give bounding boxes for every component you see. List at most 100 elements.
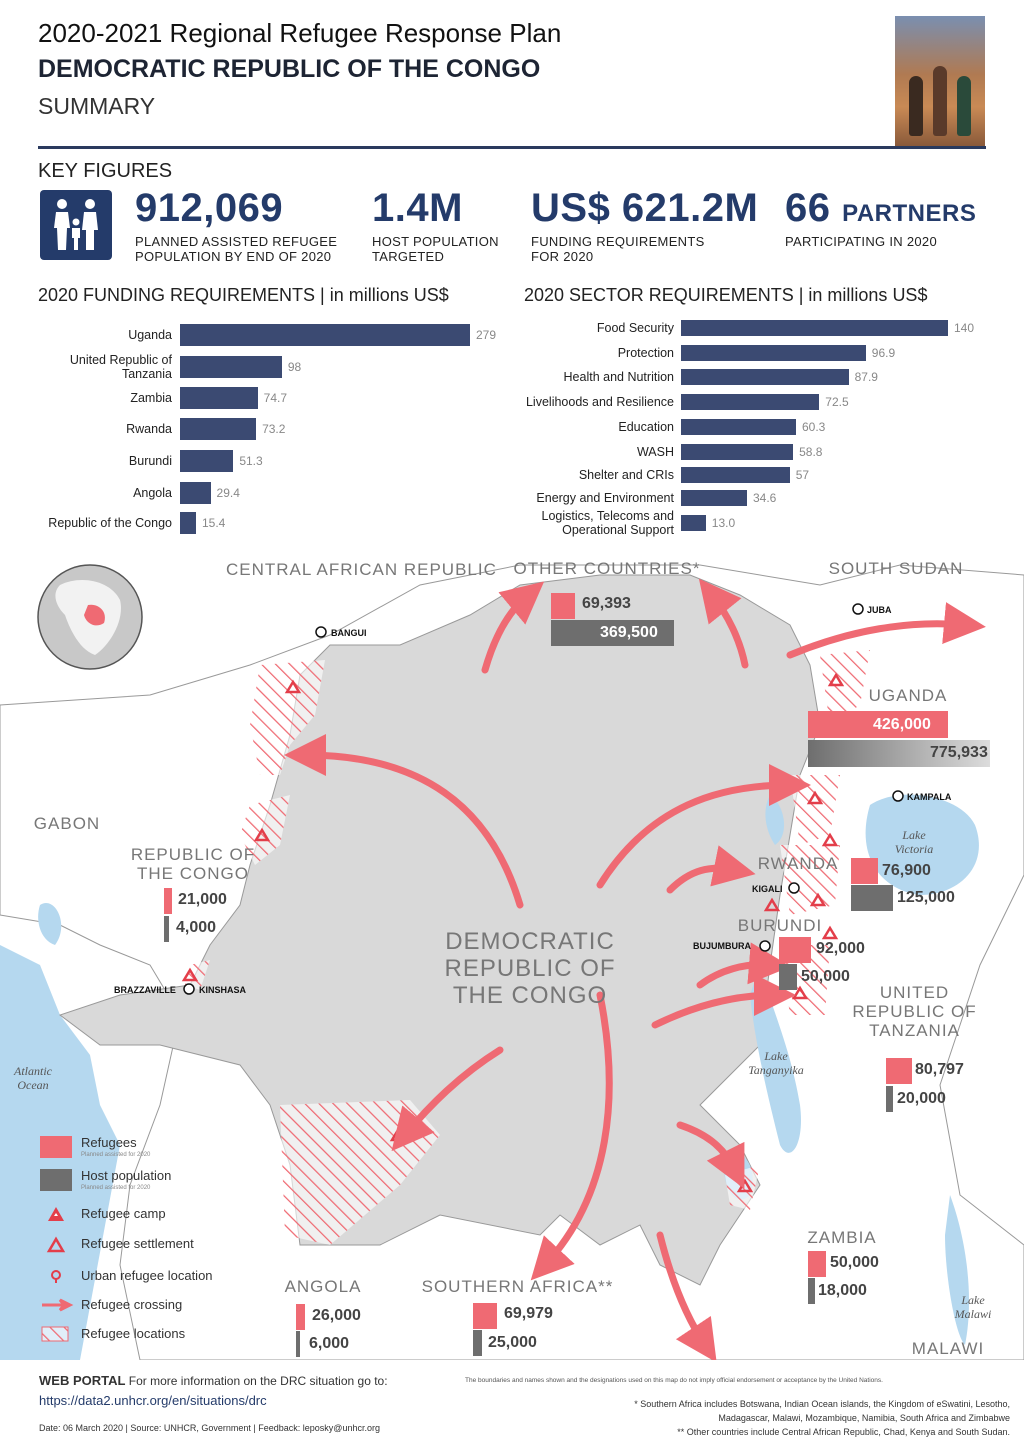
label-republic-of-the-congo: REPUBLIC OF THE CONGO	[130, 845, 256, 883]
southern-africa-host-bar	[473, 1330, 482, 1356]
funding-value-label: 98	[287, 360, 302, 374]
report-cover-thumbnail[interactable]	[895, 16, 985, 146]
rwanda-host-value: 125,000	[897, 889, 955, 906]
rwanda-host-bar	[851, 885, 893, 911]
label-central-african-republic: CENTRAL AFRICAN REPUBLIC	[226, 560, 497, 579]
label-burundi: BURUNDI	[737, 916, 823, 935]
web-portal-text: WEB PORTAL For more information on the D…	[39, 1373, 388, 1388]
label-rwanda: RWANDA	[757, 854, 839, 873]
zambia-refugees-bar	[808, 1251, 826, 1277]
legend-host-swatch	[40, 1169, 72, 1191]
kf-refugee-population-value: 912,069	[135, 186, 284, 230]
funding-value-label: 73.2	[262, 422, 286, 436]
funding-category-label: Zambia	[130, 391, 172, 405]
tanzania-host-value: 20,000	[897, 1090, 946, 1107]
sector-category-label: Logistics, Telecoms and Operational Supp…	[541, 509, 674, 537]
sector-category-label: Shelter and CRIs	[578, 468, 674, 482]
label-zambia: ZAMBIA	[807, 1228, 877, 1247]
sector-value-label: 60.3	[802, 420, 826, 434]
summary-label: SUMMARY	[38, 93, 156, 119]
funding-category-label: Uganda	[128, 328, 172, 342]
legend-settlement-label: Refugee settlement	[81, 1236, 194, 1251]
uganda-refugees-value: 426,000	[873, 716, 931, 733]
sector-bar	[681, 490, 747, 506]
city-bangui: BANGUI	[331, 628, 367, 638]
sector-category-label: Livelihoods and Resilience	[525, 395, 674, 409]
legend-locations-label: Refugee locations	[81, 1326, 186, 1341]
label-southern-africa: SOUTHERN AFRICA**	[421, 1277, 614, 1296]
kf-partners-label: PARTICIPATING IN 2020	[785, 234, 937, 249]
label-drc: DEMOCRATIC REPUBLIC OF THE CONGO	[444, 928, 616, 1009]
city-juba: JUBA	[867, 605, 892, 615]
label-atlantic-ocean: Atlantic Ocean	[14, 1064, 52, 1092]
sector-value-label: 87.9	[854, 370, 878, 384]
refugee-location-car	[250, 660, 325, 775]
city-bujumbura: BUJUMBURA	[693, 941, 751, 951]
zambia-host-bar	[808, 1278, 815, 1304]
sector-value-label: 34.6	[752, 491, 777, 505]
sector-bar	[681, 320, 948, 336]
capital-city-icons	[183, 603, 904, 995]
other-host-value: 369,500	[600, 624, 658, 641]
country-title: DEMOCRATIC REPUBLIC OF THE CONGO	[38, 55, 541, 83]
kf-funding-label: FUNDING REQUIREMENTS FOR 2020	[531, 234, 705, 264]
funding-bar	[180, 387, 258, 409]
other-refugees-bar	[551, 593, 575, 619]
burundi-host-bar	[779, 964, 797, 990]
city-kigali: KIGALI	[752, 884, 783, 894]
kf-funding-value: US$ 621.2M	[531, 186, 759, 230]
city-kampala: KAMPALA	[907, 792, 952, 802]
sector-value-label: 140	[954, 321, 975, 335]
header-divider	[38, 146, 986, 149]
sector-category-label: Energy and Environment	[536, 491, 674, 505]
sector-bar	[681, 515, 706, 531]
zambia-host-value: 18,000	[818, 1282, 867, 1299]
funding-category-label: Angola	[133, 486, 172, 500]
kf-host-population-value: 1.4M	[372, 186, 463, 230]
refugee-locations-icon	[41, 1326, 69, 1342]
legend-refugees-label: Refugees	[81, 1135, 137, 1150]
sector-value-label: 72.5	[825, 395, 849, 409]
funding-category-label: United Republic of Tanzania	[69, 353, 172, 381]
sector-bar	[681, 345, 866, 361]
refugee-location-rwanda	[780, 845, 840, 915]
angola-refugees-value: 26,000	[312, 1307, 361, 1324]
label-angola: ANGOLA	[284, 1277, 362, 1296]
roc-host-value: 4,000	[176, 919, 217, 936]
rwanda-refugees-bar	[851, 858, 878, 884]
sector-chart-title: 2020 SECTOR REQUIREMENTS | in millions U…	[524, 285, 928, 305]
refugee-location-uganda-north	[820, 650, 870, 725]
legend-host-label: Host population	[81, 1168, 172, 1183]
southern-africa-refugees-bar	[473, 1303, 497, 1329]
refugee-settlement-icon	[46, 1236, 66, 1253]
key-figures-title: KEY FIGURES	[38, 160, 173, 182]
roc-refugees-value: 21,000	[178, 891, 227, 908]
roc-refugees-bar	[164, 888, 172, 914]
report-title: 2020-2021 Regional Refugee Response Plan	[38, 18, 562, 48]
legend-host-sublabel: Planned assisted for 2020	[81, 1185, 151, 1191]
uganda-host-bar	[808, 740, 990, 767]
refugee-location-roc-south	[185, 960, 210, 990]
sector-bar	[681, 467, 790, 483]
other-refugees-value: 69,393	[582, 595, 631, 612]
city-kinshasa: KINSHASA	[199, 985, 247, 995]
funding-category-label: Republic of the Congo	[48, 516, 172, 530]
rwanda-refugees-value: 76,900	[882, 862, 931, 879]
funding-chart-title: 2020 FUNDING REQUIREMENTS | in millions …	[38, 285, 449, 305]
lake-victoria	[865, 794, 979, 895]
label-lake-tanganyika: Lake Tanganyika	[748, 1049, 804, 1077]
legend-urban-label: Urban refugee location	[81, 1268, 213, 1283]
angola-host-bar	[296, 1331, 300, 1357]
web-portal-link[interactable]: https://data2.unhcr.org/en/situations/dr…	[39, 1393, 267, 1408]
kf-host-population-label: HOST POPULATION TARGETED	[372, 234, 499, 264]
tanzania-host-bar	[886, 1086, 893, 1112]
sector-value-label: 13.0	[711, 516, 736, 530]
coastal-lagoon	[38, 903, 62, 945]
lake-albert	[765, 795, 785, 845]
sector-value-label: 58.8	[799, 445, 823, 459]
legend-icons	[41, 1207, 74, 1342]
footnotes: * Southern Africa includes Botswana, Ind…	[634, 1399, 1010, 1437]
southern-africa-host-value: 25,000	[488, 1334, 537, 1351]
sector-bar	[681, 369, 849, 385]
label-uganda: UGANDA	[868, 686, 948, 705]
